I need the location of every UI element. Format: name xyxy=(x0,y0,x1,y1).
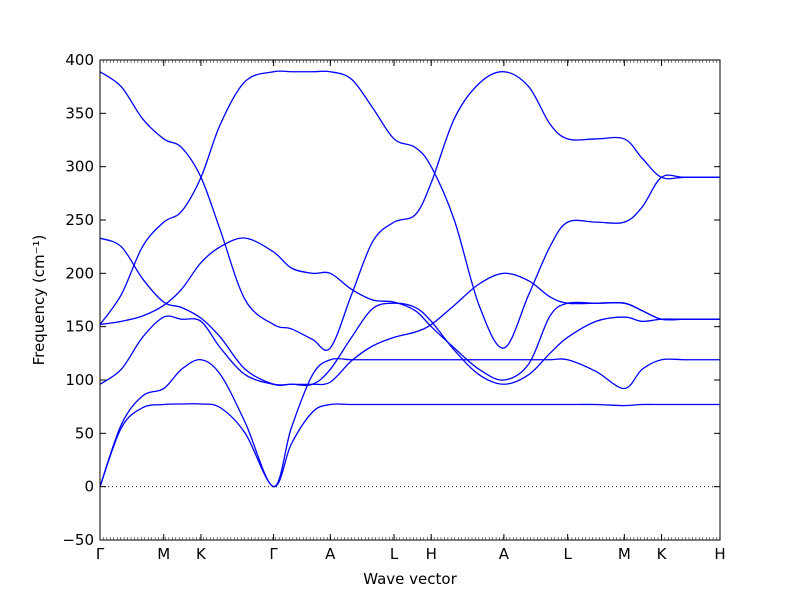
y-tick-label: 150 xyxy=(65,318,94,336)
y-tick-label: 350 xyxy=(65,104,94,122)
x-tick-label: K xyxy=(657,545,668,563)
x-tick-label: A xyxy=(499,545,510,563)
y-tick-label: 0 xyxy=(84,478,94,496)
x-tick-label: K xyxy=(196,545,207,563)
band-line-3 xyxy=(100,272,720,386)
band-line-5 xyxy=(100,70,720,349)
y-tick-label: 400 xyxy=(65,51,94,69)
y-tick-label: 300 xyxy=(65,158,94,176)
x-tick-label: H xyxy=(426,545,437,563)
ticks xyxy=(99,59,721,541)
x-tick-label: L xyxy=(390,545,399,563)
plot-frame xyxy=(99,59,721,541)
x-axis-label: Wave vector xyxy=(363,570,457,588)
y-tick-label: 200 xyxy=(65,264,94,282)
x-tick-label: Γ xyxy=(96,545,105,563)
x-tick-label: L xyxy=(563,545,572,563)
band-line-6 xyxy=(100,71,720,351)
x-tick-label: M xyxy=(157,545,170,563)
plot-lines xyxy=(100,70,720,488)
y-tick-label: 50 xyxy=(75,424,94,442)
x-tick-label: H xyxy=(714,545,725,563)
x-tick-label: Γ xyxy=(269,545,278,563)
y-tick-labels: −50 0 50 100 150 200 250 300 350 400 xyxy=(62,51,94,549)
y-tick-label: 100 xyxy=(65,371,94,389)
band-line-2 xyxy=(100,357,720,488)
y-tick-label: 250 xyxy=(65,211,94,229)
band-line-1 xyxy=(100,403,720,488)
band-line-7 xyxy=(100,237,720,381)
y-axis-label: Frequency (cm⁻¹) xyxy=(30,235,48,366)
x-tick-label: A xyxy=(325,545,336,563)
band-line-4 xyxy=(100,237,720,387)
x-tick-label: M xyxy=(618,545,631,563)
y-tick-label: −50 xyxy=(62,531,94,549)
